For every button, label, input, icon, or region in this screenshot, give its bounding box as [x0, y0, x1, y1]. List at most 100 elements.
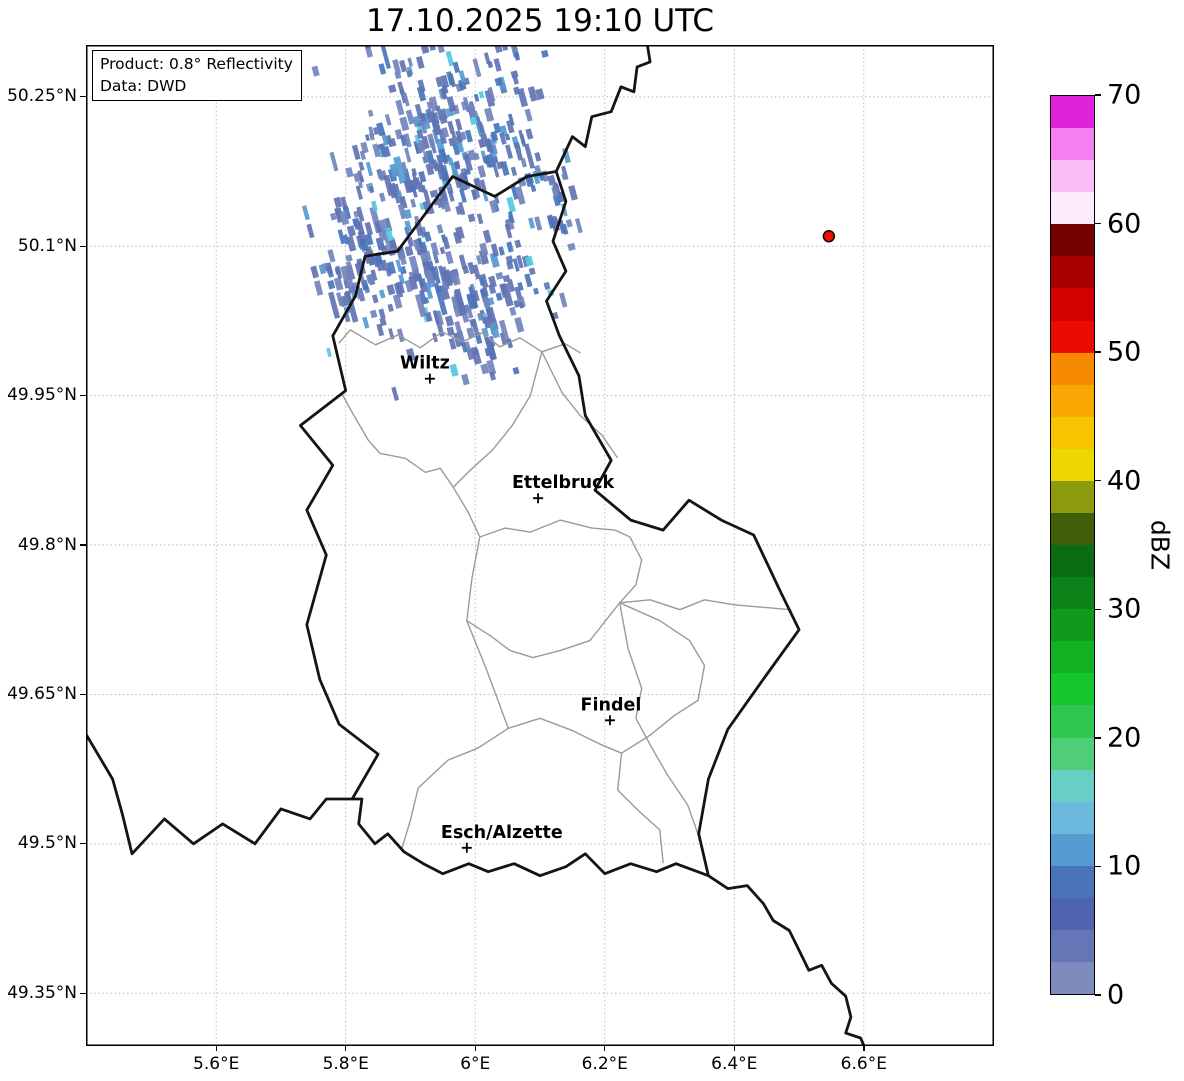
radar-echo-pixel: [448, 137, 456, 147]
radar-echo-pixel: [446, 96, 457, 112]
radar-echo-pixel: [437, 186, 449, 202]
radar-echo-pixel: [546, 214, 556, 229]
radar-echo-pixel: [422, 189, 432, 207]
radar-echo-pixel: [415, 55, 425, 69]
radar-echo-pixel: [469, 318, 477, 328]
colorbar-segment: [1051, 705, 1094, 738]
radar-echo-pixel: [471, 348, 482, 365]
radar-echo-pixel: [484, 89, 496, 108]
district-border: [341, 392, 454, 488]
radar-echo-pixel: [509, 306, 517, 316]
radar-echo-pixel: [364, 221, 374, 236]
colorbar-tickmark: [1095, 480, 1101, 482]
colorbar-tick-label: 0: [1107, 979, 1125, 1011]
radar-echo-pixel: [454, 226, 465, 240]
radar-echo-pixel: [325, 264, 333, 274]
radar-echo-pixel: [516, 150, 524, 161]
radar-echo-pixel: [378, 63, 387, 75]
radar-echo-pixel: [444, 275, 452, 285]
radar-echo-pixel: [480, 363, 490, 375]
colorbar-segment: [1051, 545, 1094, 578]
radar-echo-pixel: [490, 130, 499, 142]
radar-echo-pixel: [514, 316, 525, 333]
district-border: [541, 351, 618, 459]
district-border: [479, 519, 643, 604]
colorbar-tick-label: 70: [1107, 79, 1142, 111]
colorbar-tickmark: [1095, 737, 1101, 739]
radar-echo-pixel: [449, 363, 459, 377]
radar-echo-pixel: [413, 115, 421, 125]
radar-echo-pixel: [372, 143, 381, 158]
radar-echo-pixel: [477, 138, 485, 149]
colorbar-segment: [1051, 480, 1094, 514]
radar-echo-pixel: [359, 175, 365, 183]
radar-echo-pixel: [493, 122, 502, 134]
radar-echo-pixel: [501, 283, 514, 307]
radar-echo-pixel: [416, 129, 424, 139]
city-label: Ettelbruck: [512, 473, 615, 493]
x-axis-tick-label: 6.2°E: [581, 1054, 628, 1074]
radar-echo-pixel: [455, 205, 462, 215]
colorbar-segment: [1051, 769, 1094, 802]
colorbar-segment: [1051, 609, 1094, 642]
radar-echo-pixel: [369, 309, 378, 319]
radar-echo-pixel: [507, 113, 515, 126]
y-axis-tick-label: 49.65°N: [7, 683, 77, 704]
radar-echo-pixel: [397, 203, 407, 220]
radar-echo-pixel: [418, 139, 426, 151]
radar-echo-pixel: [438, 128, 448, 145]
radar-echo-pixel: [423, 231, 432, 242]
radar-echo-pixel: [568, 185, 578, 201]
radar-echo-pixel: [469, 116, 478, 126]
radar-echo-pixel: [416, 86, 427, 102]
radar-echo-pixel: [534, 152, 542, 162]
radar-echo-pixel: [355, 220, 365, 236]
radar-echo-pixel: [380, 45, 391, 70]
radar-echo-pixel: [398, 251, 407, 266]
radar-echo-pixel: [477, 121, 485, 134]
x-axis-tick-label: 6.6°E: [840, 1054, 887, 1074]
radar-echo-pixel: [478, 277, 486, 286]
y-axis-tickmark: [80, 96, 86, 98]
radar-echo-pixel: [442, 199, 451, 213]
radar-echo-pixel: [437, 45, 445, 54]
radar-echo-pixel: [418, 170, 427, 183]
radar-echo-pixel: [510, 166, 518, 177]
radar-echo-pixel: [393, 192, 401, 204]
x-axis-tickmark: [474, 1046, 476, 1051]
country-border: [707, 874, 866, 1046]
radar-echo-pixel: [478, 90, 485, 99]
radar-echo-pixel: [448, 191, 455, 202]
radar-echo-pixel: [425, 311, 433, 323]
radar-echo-pixel: [367, 109, 374, 117]
y-axis-tickmark: [80, 843, 86, 845]
radar-echo-pixel: [460, 341, 468, 353]
map-plot-area: Wiltz Ettelbruck Findel Esch/Alzette Produc…: [86, 45, 994, 1046]
radar-echo-pixel: [464, 341, 474, 360]
colorbar-segment: [1051, 288, 1094, 321]
radar-echo-pixel: [396, 328, 405, 343]
radar-echo-pixel: [329, 212, 337, 221]
colorbar-segment: [1051, 930, 1094, 963]
radar-echo-pixel: [505, 144, 514, 160]
radar-echo-pixel: [385, 227, 395, 245]
radar-echo-pixel: [524, 255, 534, 267]
radar-echo-pixel: [498, 246, 505, 256]
radar-echo-pixel: [427, 133, 436, 148]
radar-location-dot: [822, 230, 836, 243]
colorbar-segment: [1051, 160, 1094, 193]
x-axis-tickmark: [604, 1046, 606, 1051]
radar-echo-pixel: [417, 237, 424, 249]
radar-echo-pixel: [452, 61, 461, 74]
radar-echo-pixel: [334, 207, 343, 224]
radar-echo-pixel: [488, 275, 497, 288]
radar-echo-pixel: [485, 306, 497, 323]
radar-echo-pixel: [477, 165, 487, 178]
radar-echo-pixel: [389, 163, 399, 178]
radar-echo-pixel: [404, 147, 412, 163]
radar-echo-pixel: [551, 186, 560, 198]
radar-echo-pixel: [506, 241, 514, 253]
radar-echo-pixel: [524, 143, 535, 169]
radar-echo-pixel: [467, 213, 476, 223]
